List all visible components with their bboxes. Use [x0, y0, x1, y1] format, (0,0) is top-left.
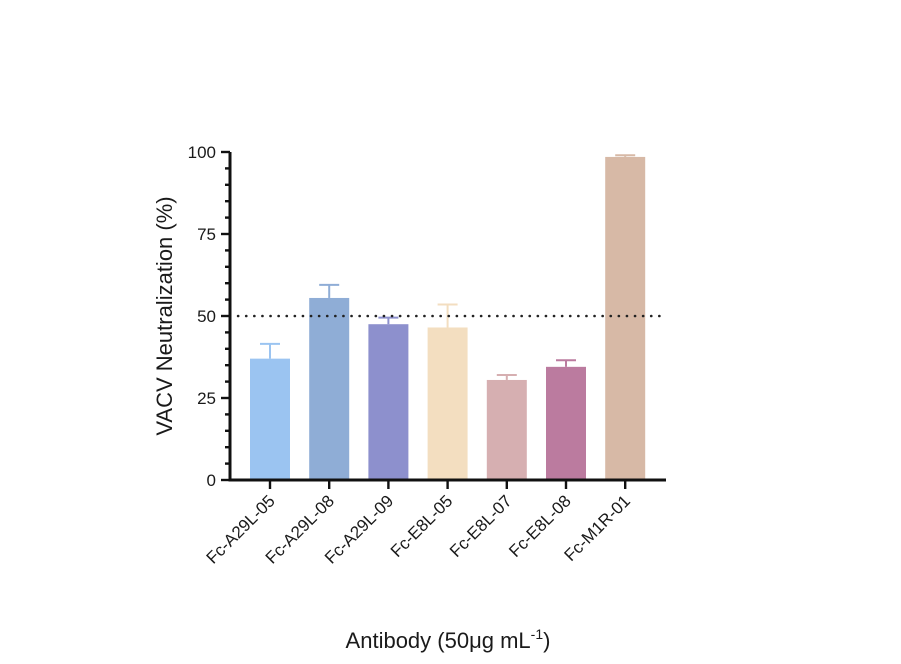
- y-axis-title: VACV Neutralization (%): [152, 196, 177, 435]
- y-tick-label: 50: [197, 307, 216, 326]
- x-category-label: Fc-E8L-05: [387, 491, 457, 561]
- x-axis-title: Antibody (50μg mL-1): [346, 626, 551, 653]
- x-category-labels: Fc-A29L-05Fc-A29L-08Fc-A29L-09Fc-E8L-05F…: [203, 480, 634, 568]
- x-category-label: Fc-E8L-07: [446, 491, 516, 561]
- bar-fc-e8l-08: [546, 366, 586, 480]
- bar-fc-m1r-01: [605, 156, 646, 481]
- bar-fc-e8l-07: [486, 379, 527, 480]
- y-tick-label: 75: [197, 225, 216, 244]
- bar-fc-a29l-09: [368, 324, 409, 480]
- y-tick-label: 100: [188, 143, 216, 162]
- x-axis-title-main: Antibody (50μg mL: [346, 628, 531, 653]
- y-ticks: 0 25 50 75 100: [188, 143, 230, 490]
- bars: [250, 154, 646, 481]
- y-tick-label: 25: [197, 389, 216, 408]
- x-axis-title-superscript: -1: [531, 626, 544, 642]
- x-axis-title-suffix: ): [543, 628, 550, 653]
- bar-fc-a29l-05: [250, 358, 290, 480]
- bar-fc-a29l-08: [309, 297, 350, 480]
- y-tick-label: 0: [207, 471, 216, 490]
- bar-fc-e8l-05: [427, 327, 468, 480]
